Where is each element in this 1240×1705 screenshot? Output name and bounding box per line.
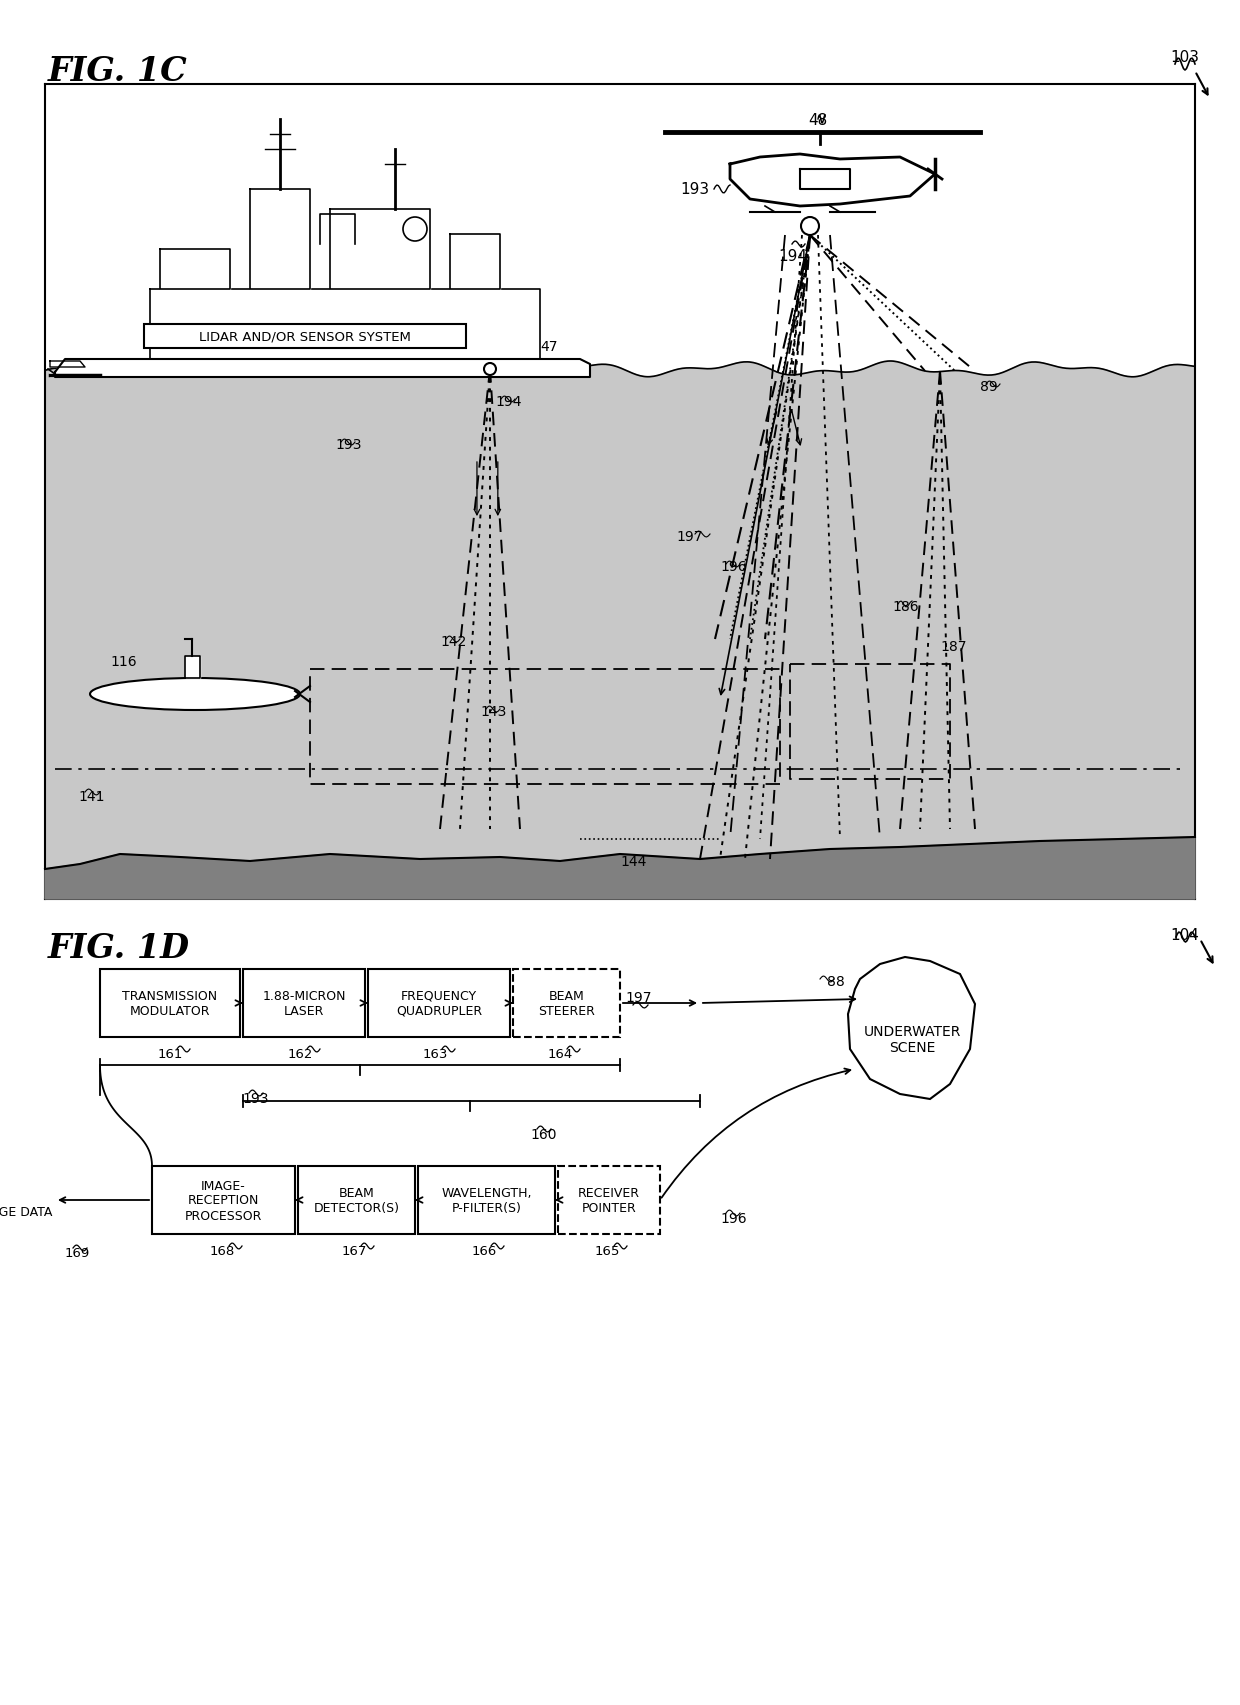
Text: 103: 103 xyxy=(1171,49,1199,65)
Circle shape xyxy=(484,363,496,375)
Text: 143: 143 xyxy=(480,704,506,718)
Text: RECEIVER
POINTER: RECEIVER POINTER xyxy=(578,1187,640,1214)
Text: 164: 164 xyxy=(547,1047,573,1061)
Text: 169: 169 xyxy=(64,1246,91,1260)
Text: IMAGE DATA: IMAGE DATA xyxy=(0,1205,52,1219)
Circle shape xyxy=(801,218,818,235)
Text: 161: 161 xyxy=(157,1047,182,1061)
Text: 194: 194 xyxy=(777,249,807,264)
Text: 104: 104 xyxy=(1171,928,1199,943)
Text: UNDERWATER
SCENE: UNDERWATER SCENE xyxy=(863,1025,961,1054)
Text: 197: 197 xyxy=(677,530,703,544)
Text: LIDAR AND/OR SENSOR SYSTEM: LIDAR AND/OR SENSOR SYSTEM xyxy=(200,331,410,343)
Text: 197: 197 xyxy=(625,991,651,1004)
Polygon shape xyxy=(50,361,86,368)
Ellipse shape xyxy=(91,679,300,711)
Text: 196: 196 xyxy=(720,1211,746,1226)
Text: IMAGE-
RECEPTION
PROCESSOR: IMAGE- RECEPTION PROCESSOR xyxy=(185,1178,262,1222)
Text: BEAM
DETECTOR(S): BEAM DETECTOR(S) xyxy=(314,1187,399,1214)
Text: 48: 48 xyxy=(808,113,827,128)
Text: 194: 194 xyxy=(495,396,522,409)
Polygon shape xyxy=(800,170,849,189)
Text: BEAM
STEERER: BEAM STEERER xyxy=(538,989,595,1018)
Text: 162: 162 xyxy=(288,1047,312,1061)
Text: 88: 88 xyxy=(827,975,844,989)
Text: 196: 196 xyxy=(720,559,746,573)
Polygon shape xyxy=(55,360,590,379)
Text: FIG. 1C: FIG. 1C xyxy=(48,55,187,89)
Text: 116: 116 xyxy=(110,655,136,668)
Polygon shape xyxy=(450,235,500,290)
Text: 141: 141 xyxy=(78,789,104,803)
Text: 144: 144 xyxy=(620,854,646,868)
Text: 142: 142 xyxy=(440,634,466,648)
FancyBboxPatch shape xyxy=(144,326,466,350)
Polygon shape xyxy=(730,155,935,206)
Polygon shape xyxy=(160,251,229,290)
Text: 163: 163 xyxy=(423,1047,448,1061)
FancyBboxPatch shape xyxy=(368,970,510,1037)
Text: 193: 193 xyxy=(680,182,709,198)
Text: 165: 165 xyxy=(594,1245,620,1257)
Text: WAVELENGTH,
P-FILTER(S): WAVELENGTH, P-FILTER(S) xyxy=(441,1187,532,1214)
Polygon shape xyxy=(45,837,1195,900)
Text: FIG. 1D: FIG. 1D xyxy=(48,931,190,965)
Text: 187: 187 xyxy=(940,639,966,653)
Polygon shape xyxy=(185,656,200,679)
Text: 89: 89 xyxy=(980,380,998,394)
Polygon shape xyxy=(50,373,103,379)
Text: 168: 168 xyxy=(210,1245,234,1257)
Circle shape xyxy=(403,218,427,242)
FancyBboxPatch shape xyxy=(243,970,365,1037)
FancyBboxPatch shape xyxy=(153,1166,295,1234)
FancyBboxPatch shape xyxy=(513,970,620,1037)
Text: 160: 160 xyxy=(529,1127,557,1141)
Text: 167: 167 xyxy=(341,1245,367,1257)
Text: TRANSMISSION
MODULATOR: TRANSMISSION MODULATOR xyxy=(123,989,217,1018)
Text: FREQUENCY
QUADRUPLER: FREQUENCY QUADRUPLER xyxy=(396,989,482,1018)
Text: 47: 47 xyxy=(539,339,558,355)
Polygon shape xyxy=(45,361,1195,900)
FancyBboxPatch shape xyxy=(100,970,241,1037)
Polygon shape xyxy=(848,958,975,1100)
Polygon shape xyxy=(330,210,430,290)
Polygon shape xyxy=(250,189,310,290)
FancyBboxPatch shape xyxy=(298,1166,415,1234)
Text: 193: 193 xyxy=(335,438,362,452)
Text: 1.88-MICRON
LASER: 1.88-MICRON LASER xyxy=(262,989,346,1018)
FancyBboxPatch shape xyxy=(558,1166,660,1234)
Text: 186: 186 xyxy=(892,600,919,614)
FancyBboxPatch shape xyxy=(418,1166,556,1234)
Text: 166: 166 xyxy=(471,1245,497,1257)
Text: 193: 193 xyxy=(242,1091,269,1105)
Polygon shape xyxy=(150,290,539,360)
